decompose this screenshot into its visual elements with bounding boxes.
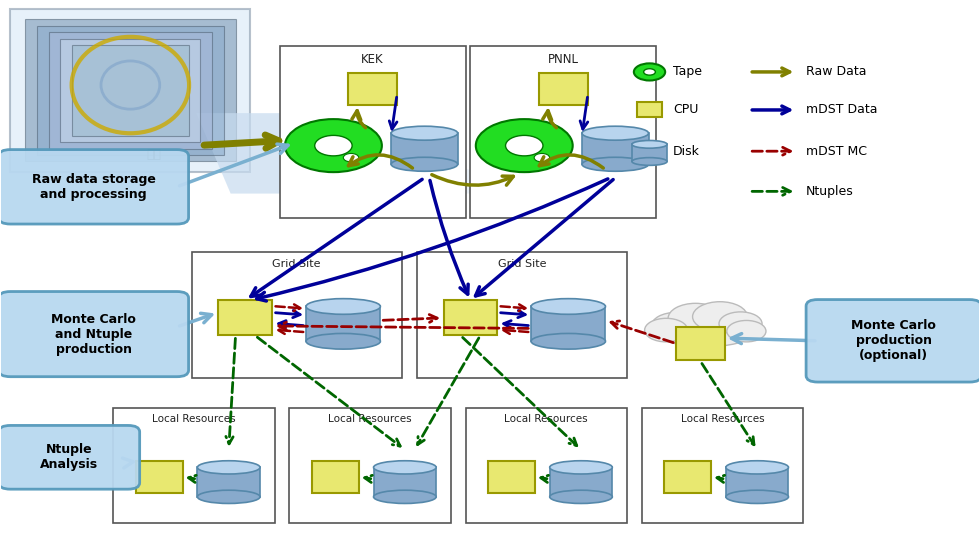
Ellipse shape [373, 461, 436, 474]
Circle shape [693, 302, 748, 332]
FancyBboxPatch shape [416, 252, 627, 378]
Ellipse shape [550, 461, 612, 474]
FancyBboxPatch shape [61, 39, 200, 142]
Circle shape [645, 318, 688, 342]
Ellipse shape [550, 490, 612, 504]
Ellipse shape [285, 119, 382, 172]
Ellipse shape [644, 69, 656, 75]
Ellipse shape [343, 154, 359, 162]
Circle shape [727, 321, 766, 342]
Text: Ntuple
Analysis: Ntuple Analysis [40, 444, 98, 471]
Ellipse shape [373, 490, 436, 504]
Polygon shape [196, 113, 363, 193]
Circle shape [652, 313, 701, 339]
FancyBboxPatch shape [197, 467, 260, 497]
FancyBboxPatch shape [470, 46, 657, 217]
Text: Grid Site: Grid Site [272, 259, 321, 269]
FancyBboxPatch shape [632, 144, 667, 162]
Text: Raw Data: Raw Data [807, 66, 866, 78]
Text: Local Resources: Local Resources [680, 414, 764, 424]
Circle shape [719, 312, 762, 336]
Ellipse shape [531, 299, 606, 314]
Text: KEK: KEK [362, 53, 384, 66]
FancyBboxPatch shape [807, 300, 980, 382]
Text: Ntuples: Ntuples [807, 185, 854, 198]
FancyBboxPatch shape [219, 301, 272, 335]
Ellipse shape [582, 157, 649, 171]
FancyBboxPatch shape [466, 408, 627, 523]
Text: Local Resources: Local Resources [152, 414, 236, 424]
FancyBboxPatch shape [550, 467, 612, 497]
Ellipse shape [531, 333, 606, 349]
Ellipse shape [391, 126, 458, 140]
Ellipse shape [726, 461, 789, 474]
FancyBboxPatch shape [73, 45, 188, 136]
FancyBboxPatch shape [37, 26, 223, 155]
Ellipse shape [315, 135, 352, 156]
Ellipse shape [197, 490, 260, 504]
FancyBboxPatch shape [0, 150, 188, 224]
Text: Disk: Disk [673, 144, 700, 158]
FancyBboxPatch shape [11, 9, 250, 172]
Ellipse shape [306, 333, 380, 349]
FancyBboxPatch shape [348, 73, 397, 105]
FancyBboxPatch shape [391, 133, 458, 164]
Ellipse shape [306, 299, 380, 314]
Ellipse shape [506, 135, 543, 156]
FancyBboxPatch shape [0, 292, 188, 376]
FancyBboxPatch shape [25, 19, 235, 162]
FancyBboxPatch shape [531, 307, 606, 342]
Polygon shape [196, 113, 549, 193]
Ellipse shape [534, 154, 550, 162]
Circle shape [668, 303, 723, 333]
Text: Monte Carlo
and Ntuple
production: Monte Carlo and Ntuple production [51, 313, 136, 355]
Text: Grid Site: Grid Site [498, 259, 546, 269]
Ellipse shape [634, 63, 665, 81]
FancyBboxPatch shape [539, 73, 588, 105]
FancyBboxPatch shape [0, 425, 140, 489]
Ellipse shape [391, 157, 458, 171]
FancyBboxPatch shape [637, 103, 662, 118]
Text: Cloud: Cloud [690, 345, 720, 355]
Text: Tape: Tape [673, 66, 702, 78]
FancyBboxPatch shape [582, 133, 649, 164]
FancyBboxPatch shape [444, 301, 497, 335]
Text: Raw data storage
and processing: Raw data storage and processing [31, 173, 156, 201]
Ellipse shape [726, 490, 789, 504]
Ellipse shape [632, 158, 667, 165]
FancyBboxPatch shape [664, 461, 711, 493]
FancyBboxPatch shape [279, 46, 465, 217]
FancyBboxPatch shape [312, 461, 359, 493]
FancyBboxPatch shape [726, 467, 789, 497]
FancyBboxPatch shape [676, 328, 725, 360]
FancyBboxPatch shape [49, 32, 212, 149]
Ellipse shape [632, 141, 667, 148]
Text: Local Resources: Local Resources [328, 414, 412, 424]
FancyBboxPatch shape [488, 461, 535, 493]
Text: Local Resources: Local Resources [505, 414, 588, 424]
Text: Monte Carlo
production
(optional): Monte Carlo production (optional) [852, 320, 936, 362]
Text: PNNL: PNNL [548, 53, 579, 66]
Text: mDST MC: mDST MC [807, 144, 867, 158]
FancyBboxPatch shape [136, 461, 182, 493]
FancyBboxPatch shape [191, 252, 402, 378]
FancyBboxPatch shape [306, 307, 380, 342]
FancyBboxPatch shape [373, 467, 436, 497]
Ellipse shape [582, 126, 649, 140]
FancyBboxPatch shape [642, 408, 804, 523]
Text: 👤👤: 👤👤 [147, 148, 162, 162]
Ellipse shape [662, 324, 750, 347]
FancyBboxPatch shape [114, 408, 274, 523]
Text: mDST Data: mDST Data [807, 104, 878, 117]
Text: CPU: CPU [673, 104, 699, 117]
Ellipse shape [197, 461, 260, 474]
Ellipse shape [476, 119, 572, 172]
FancyBboxPatch shape [289, 408, 451, 523]
